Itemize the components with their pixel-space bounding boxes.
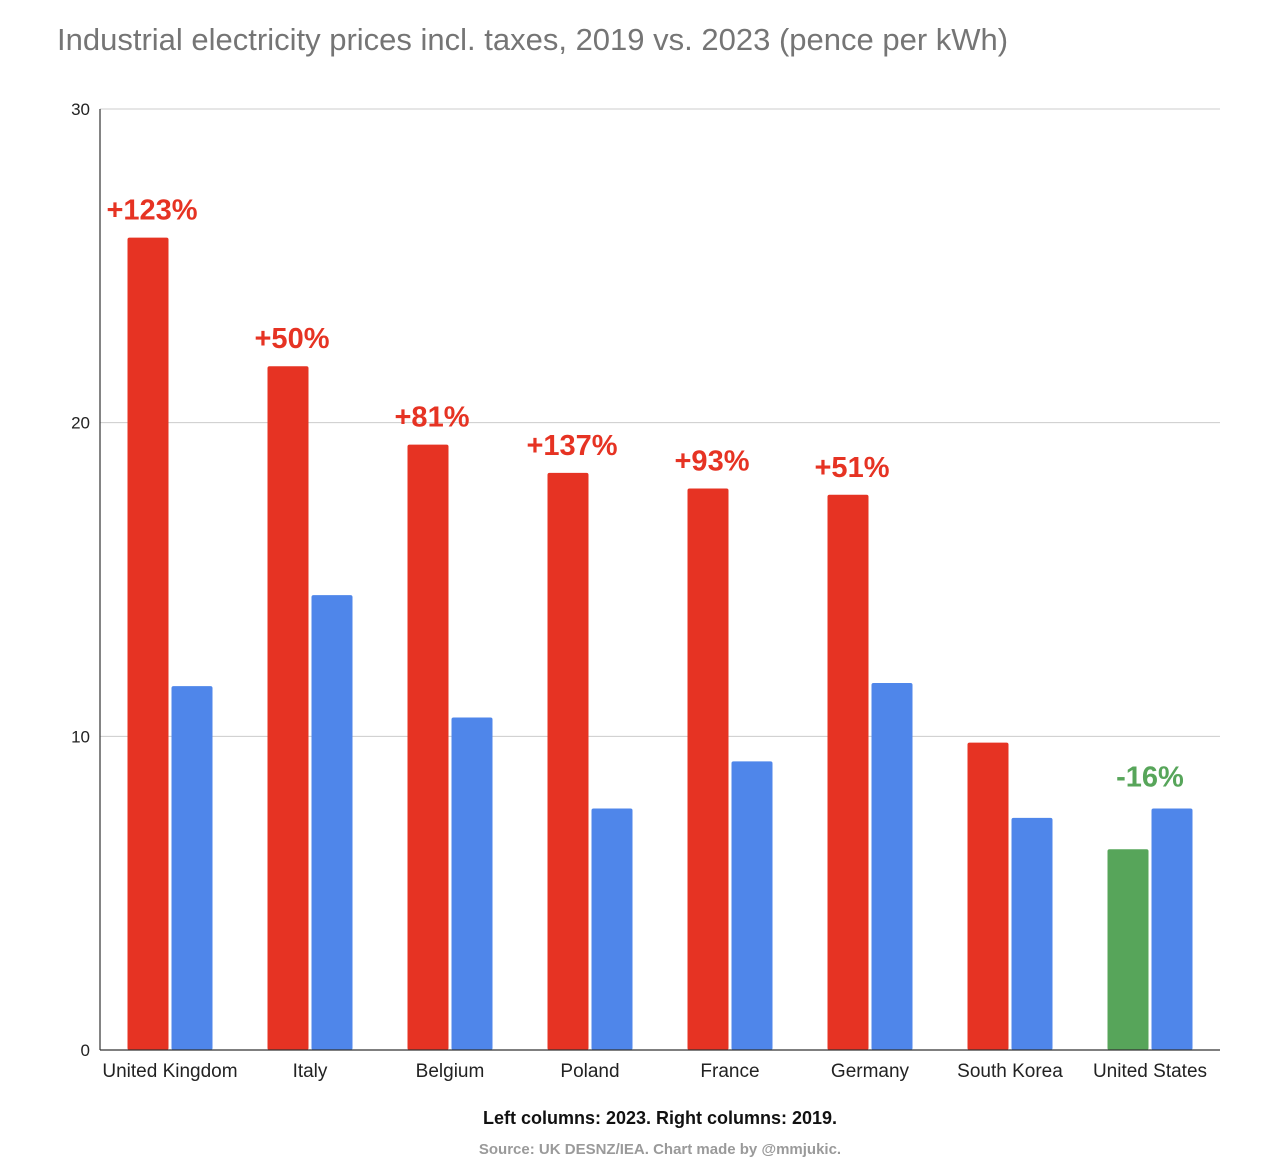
y-tick-label: 10 [71, 727, 90, 746]
bar-2023 [827, 494, 869, 1050]
x-tick-label: France [700, 1061, 759, 1082]
bar-2023 [1107, 849, 1149, 1050]
bar-2023 [407, 444, 449, 1051]
x-tick-label: Italy [293, 1061, 328, 1082]
data-label: +81% [395, 402, 470, 434]
y-tick-label: 30 [71, 100, 90, 119]
data-label: +51% [815, 452, 890, 484]
bar-2023 [547, 472, 589, 1050]
x-tick-label: United Kingdom [102, 1061, 237, 1082]
bars [127, 237, 1193, 1051]
bar-2019 [731, 761, 773, 1050]
bar-2023 [687, 488, 729, 1051]
bar-2023 [967, 742, 1009, 1050]
y-tick-label: 0 [81, 1041, 90, 1060]
bar-chart: 0 10 20 30 United Kingdom Italy Belgium Poland F… [71, 100, 1220, 1082]
bar-2023 [267, 366, 309, 1050]
bar-2019 [311, 595, 353, 1050]
data-label: +137% [526, 430, 617, 462]
x-tick-label: South Korea [957, 1061, 1063, 1082]
data-label: +50% [255, 323, 330, 355]
data-label: -16% [1116, 761, 1184, 793]
data-label: +123% [106, 195, 197, 227]
bar-2023 [127, 237, 169, 1050]
axes [99, 109, 1220, 1051]
x-tick-label: Germany [831, 1061, 910, 1082]
chart-caption: Left columns: 2023. Right columns: 2019. [482, 1108, 838, 1128]
x-tick-label: Poland [560, 1061, 619, 1082]
data-label: +93% [675, 446, 750, 478]
chart-title: Industrial electricity prices incl. taxe… [57, 22, 1009, 57]
labels: 0 10 20 30 United Kingdom Italy Belgium Poland F… [71, 100, 1207, 1082]
bar-2019 [591, 808, 633, 1050]
x-tick-label: United States [1093, 1061, 1207, 1082]
bar-2019 [451, 717, 493, 1050]
bar-2019 [171, 686, 213, 1050]
bar-2019 [1151, 808, 1193, 1050]
x-tick-label: Belgium [416, 1061, 485, 1082]
chart-source: Source: UK DESNZ/IEA. Chart made by @mmj… [478, 1141, 842, 1158]
bar-2019 [1011, 817, 1053, 1050]
y-tick-label: 20 [71, 414, 90, 433]
bar-2019 [871, 683, 913, 1050]
